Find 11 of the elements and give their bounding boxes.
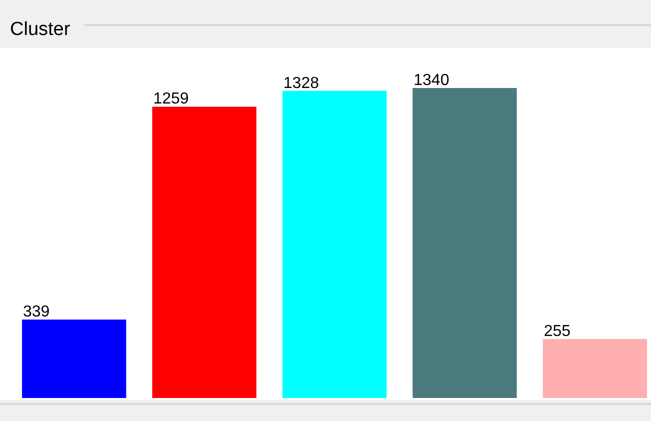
chart-title: Cluster — [10, 19, 71, 40]
data-label: 339 — [23, 304, 50, 321]
bar — [412, 88, 517, 398]
bar — [542, 339, 647, 398]
bar — [22, 320, 126, 398]
bar — [282, 90, 387, 398]
data-label: 1328 — [283, 74, 320, 92]
data-label: 1340 — [414, 72, 450, 89]
data-label: 255 — [544, 323, 571, 340]
data-label: 1259 — [153, 90, 189, 108]
bar — [152, 106, 256, 398]
